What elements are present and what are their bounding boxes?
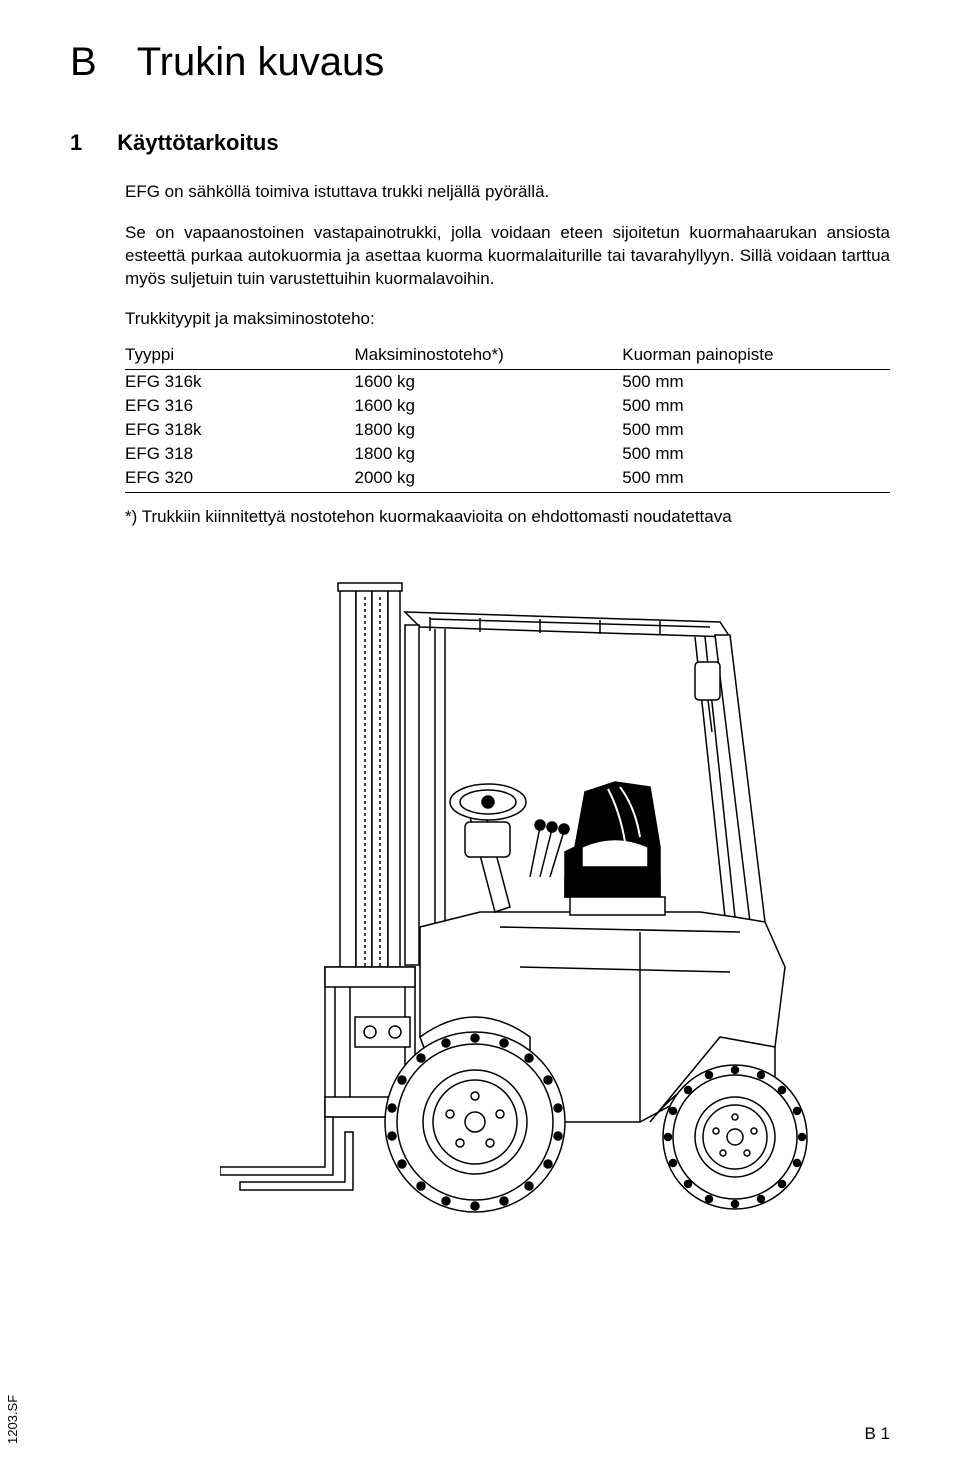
table-cell: 1600 kg xyxy=(355,369,623,394)
table-row: EFG 316 1600 kg 500 mm xyxy=(125,394,890,418)
table-header-col2: Maksiminostoteho*) xyxy=(355,343,623,370)
subsection-number: 1 xyxy=(70,130,82,156)
table-cell: 1800 kg xyxy=(355,442,623,466)
table-cell: 500 mm xyxy=(622,369,890,394)
footnote: *) Trukkiin kiinnitettyä nostotehon kuor… xyxy=(125,507,890,527)
table-row: EFG 318 1800 kg 500 mm xyxy=(125,442,890,466)
table-cell: 500 mm xyxy=(622,442,890,466)
footer-right: B 1 xyxy=(864,1424,890,1444)
page-title: Trukin kuvaus xyxy=(137,40,385,85)
body-text: EFG on sähköllä toimiva istuttava trukki… xyxy=(125,181,890,291)
table-cell: 1600 kg xyxy=(355,394,623,418)
table-cell: EFG 320 xyxy=(125,466,355,493)
subsection-title: Käyttötarkoitus xyxy=(117,130,278,156)
table-header-col1: Tyyppi xyxy=(125,343,355,370)
table-cell: 1800 kg xyxy=(355,418,623,442)
table-cell: EFG 316k xyxy=(125,369,355,394)
table-header-col3: Kuorman painopiste xyxy=(622,343,890,370)
table-caption: Trukkityypit ja maksiminostoteho: xyxy=(125,309,890,329)
table-body: EFG 316k 1600 kg 500 mm EFG 316 1600 kg … xyxy=(125,369,890,492)
table-cell: EFG 318 xyxy=(125,442,355,466)
table-row: EFG 316k 1600 kg 500 mm xyxy=(125,369,890,394)
footer-left: 1203.SF xyxy=(5,1395,20,1444)
table-cell: 2000 kg xyxy=(355,466,623,493)
table-cell: 500 mm xyxy=(622,466,890,493)
table-header-row: Tyyppi Maksiminostoteho*) Kuorman painop… xyxy=(125,343,890,370)
paragraph-2: Se on vapaanostoinen vastapainotrukki, j… xyxy=(125,222,890,291)
paragraph-1: EFG on sähköllä toimiva istuttava trukki… xyxy=(125,181,890,204)
table-row: EFG 320 2000 kg 500 mm xyxy=(125,466,890,493)
table-cell: 500 mm xyxy=(622,394,890,418)
subsection-row: 1 Käyttötarkoitus xyxy=(70,130,890,156)
page-title-row: B Trukin kuvaus xyxy=(70,40,890,85)
table-cell: EFG 318k xyxy=(125,418,355,442)
spec-table: Tyyppi Maksiminostoteho*) Kuorman painop… xyxy=(125,343,890,493)
table-cell: EFG 316 xyxy=(125,394,355,418)
forklift-illustration xyxy=(220,567,900,1247)
table-cell: 500 mm xyxy=(622,418,890,442)
section-letter: B xyxy=(70,40,97,85)
table-row: EFG 318k 1800 kg 500 mm xyxy=(125,418,890,442)
